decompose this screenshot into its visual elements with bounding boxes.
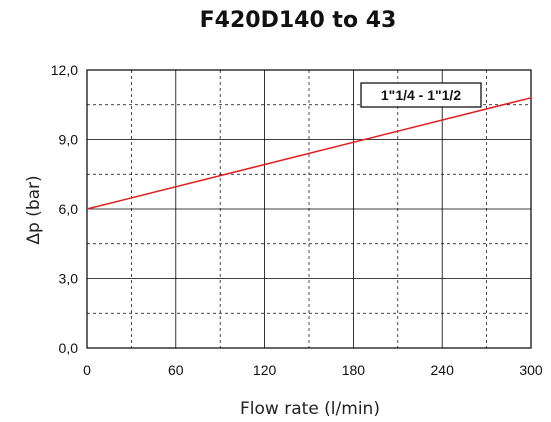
x-axis-label: Flow rate (l/min) <box>240 399 380 419</box>
chart-title: F420D140 to 43 <box>200 8 397 33</box>
legend: 1"1/4 - 1"1/2 <box>360 82 482 108</box>
x-axis-ticks: 0 60 120 180 240 300 <box>83 362 543 378</box>
series-line <box>86 97 532 210</box>
y-tick-label: 12,0 <box>51 62 78 78</box>
y-tick-label: 3,0 <box>59 271 79 287</box>
y-axis-ticks: 0,0 3,0 6,0 9,0 12,0 <box>51 62 78 356</box>
x-tick-label: 300 <box>519 362 543 378</box>
series-layer <box>86 97 532 210</box>
y-tick-label: 9,0 <box>59 132 79 148</box>
x-tick-label: 180 <box>342 362 366 378</box>
x-tick-label: 120 <box>253 362 277 378</box>
y-axis-label: Δp (bar) <box>24 175 44 244</box>
x-tick-label: 0 <box>83 362 91 378</box>
y-tick-label: 6,0 <box>59 201 79 217</box>
chart-grid <box>87 70 531 348</box>
x-tick-label: 60 <box>168 362 184 378</box>
y-tick-label: 0,0 <box>59 340 79 356</box>
legend-entry: 1"1/4 - 1"1/2 <box>381 87 461 103</box>
legend-box <box>360 82 482 108</box>
x-tick-label: 240 <box>431 362 455 378</box>
